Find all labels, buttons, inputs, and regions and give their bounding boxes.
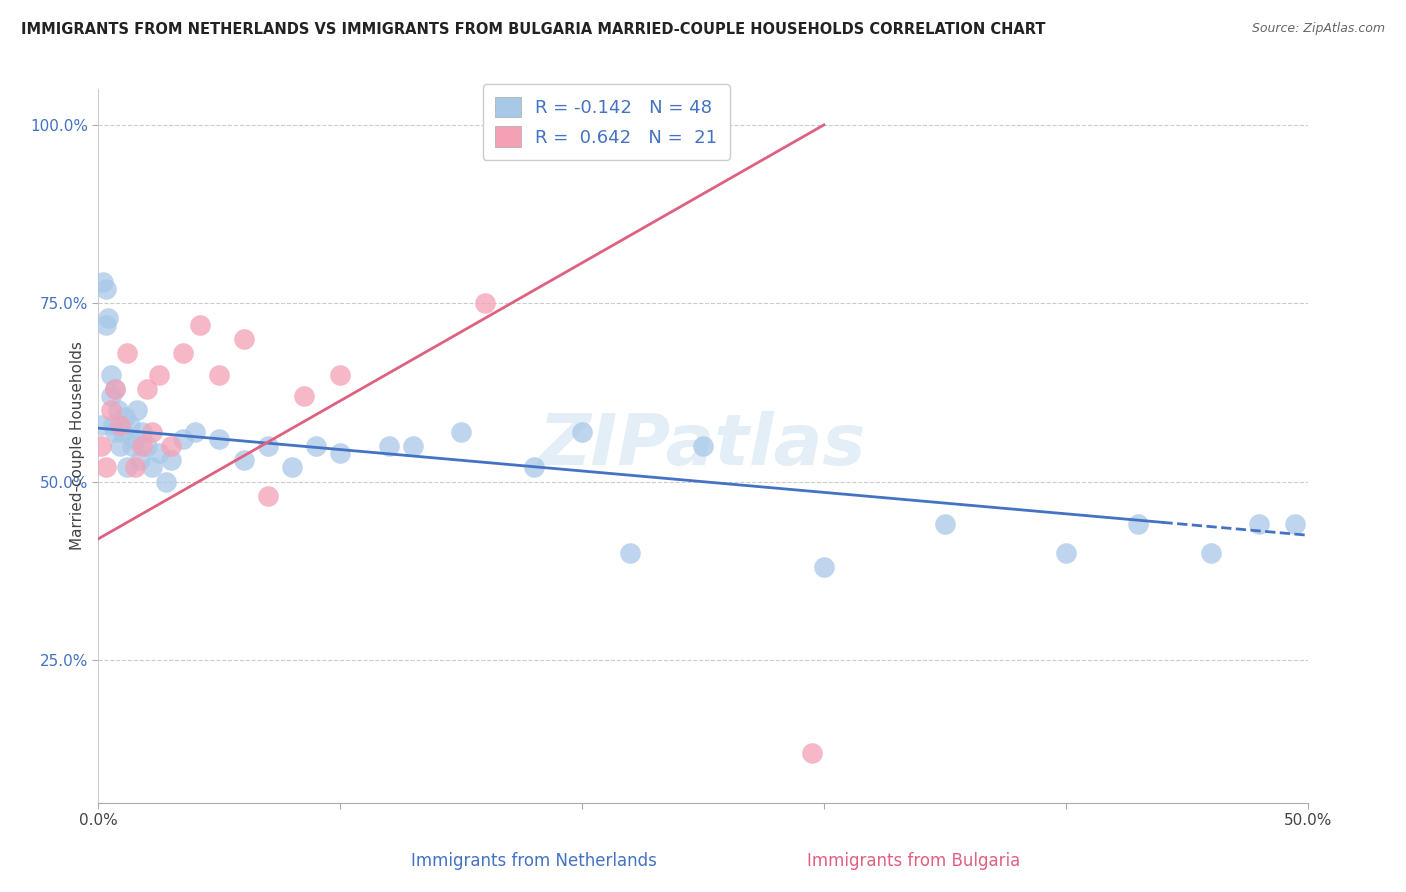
Text: IMMIGRANTS FROM NETHERLANDS VS IMMIGRANTS FROM BULGARIA MARRIED-COUPLE HOUSEHOLD: IMMIGRANTS FROM NETHERLANDS VS IMMIGRANT…: [21, 22, 1046, 37]
Point: [184, 425, 207, 439]
Point: [107, 403, 129, 417]
Point: [1054, 546, 1077, 560]
Point: [377, 439, 399, 453]
Point: [104, 382, 127, 396]
Point: [135, 439, 157, 453]
Point: [141, 460, 163, 475]
Point: [232, 332, 254, 346]
Point: [141, 425, 163, 439]
Point: [1284, 517, 1306, 532]
Point: [114, 410, 136, 425]
Point: [94, 460, 117, 475]
Y-axis label: Married-couple Households: Married-couple Households: [69, 342, 84, 550]
Point: [111, 425, 134, 439]
Point: [256, 489, 278, 503]
Point: [450, 425, 472, 439]
Point: [329, 446, 352, 460]
Point: [160, 439, 183, 453]
Point: [148, 446, 170, 460]
Point: [329, 368, 352, 382]
Point: [90, 417, 112, 432]
Point: [128, 453, 150, 467]
Point: [124, 432, 146, 446]
Point: [108, 417, 131, 432]
Point: [127, 403, 149, 417]
Point: [117, 346, 139, 360]
Point: [1199, 546, 1222, 560]
Point: [91, 275, 114, 289]
Point: [1128, 517, 1150, 532]
Text: Source: ZipAtlas.com: Source: ZipAtlas.com: [1251, 22, 1385, 36]
Point: [135, 382, 157, 396]
Point: [281, 460, 304, 475]
Point: [104, 382, 127, 396]
Text: Immigrants from Bulgaria: Immigrants from Bulgaria: [807, 852, 1021, 870]
Text: Immigrants from Netherlands: Immigrants from Netherlands: [412, 852, 657, 870]
Point: [523, 460, 546, 475]
Point: [232, 453, 254, 467]
Point: [172, 346, 194, 360]
Point: [800, 746, 823, 760]
Text: ZIPatlas: ZIPatlas: [540, 411, 866, 481]
Point: [619, 546, 641, 560]
Point: [160, 453, 183, 467]
Point: [692, 439, 714, 453]
Point: [100, 403, 122, 417]
Point: [155, 475, 177, 489]
Point: [131, 425, 153, 439]
Point: [94, 282, 117, 296]
Point: [124, 460, 146, 475]
Point: [121, 439, 143, 453]
Point: [100, 368, 122, 382]
Point: [100, 389, 122, 403]
Point: [131, 439, 153, 453]
Point: [256, 439, 278, 453]
Point: [402, 439, 425, 453]
Point: [208, 432, 231, 446]
Point: [1249, 517, 1271, 532]
Point: [101, 417, 124, 432]
Point: [571, 425, 593, 439]
Point: [934, 517, 956, 532]
Point: [305, 439, 328, 453]
Point: [208, 368, 231, 382]
Point: [292, 389, 315, 403]
Point: [97, 310, 120, 325]
Point: [117, 460, 139, 475]
Legend: R = -0.142   N = 48, R =  0.642   N =  21: R = -0.142 N = 48, R = 0.642 N = 21: [482, 84, 730, 160]
Point: [172, 432, 194, 446]
Point: [90, 439, 112, 453]
Point: [104, 425, 127, 439]
Point: [94, 318, 117, 332]
Point: [474, 296, 496, 310]
Point: [148, 368, 170, 382]
Point: [108, 439, 131, 453]
Point: [118, 417, 141, 432]
Point: [188, 318, 211, 332]
Point: [813, 560, 835, 574]
